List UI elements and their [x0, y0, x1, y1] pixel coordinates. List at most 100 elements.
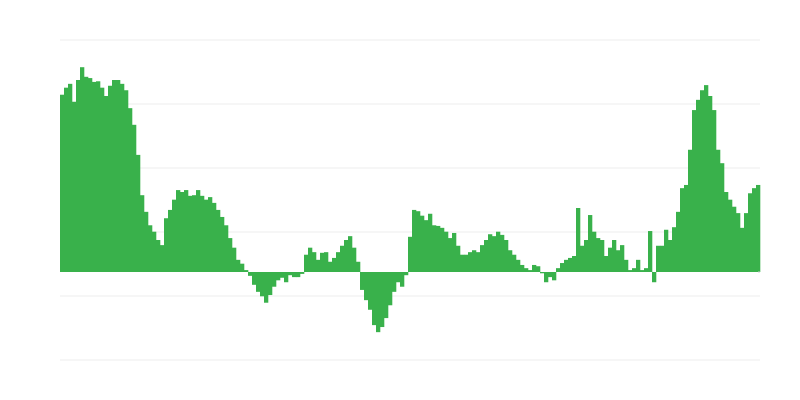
bar-69 — [336, 252, 341, 272]
bar-146 — [644, 268, 649, 272]
bar-93 — [432, 225, 437, 272]
bar-59 — [296, 272, 301, 278]
bar-37 — [208, 197, 213, 272]
bar-14 — [116, 80, 121, 272]
bar-77 — [368, 272, 373, 310]
bar-127 — [568, 257, 573, 272]
bar-84 — [396, 272, 401, 283]
bar-133 — [592, 231, 597, 272]
bar-57 — [288, 272, 293, 276]
bar-116 — [524, 268, 529, 272]
bar-70 — [340, 245, 345, 272]
bar-51 — [264, 272, 269, 303]
bar-163 — [712, 110, 717, 272]
bar-10 — [100, 87, 105, 273]
bar-7 — [88, 78, 93, 272]
bar-117 — [528, 270, 533, 272]
bar-160 — [700, 90, 705, 273]
bar-169 — [736, 213, 741, 272]
bar-144 — [636, 259, 641, 272]
bar-89 — [416, 211, 421, 272]
bar-43 — [232, 247, 237, 272]
bar-21 — [144, 211, 149, 272]
bar-33 — [192, 195, 197, 272]
bar-81 — [384, 272, 389, 319]
bar-68 — [332, 257, 337, 272]
bar-170 — [740, 227, 745, 272]
bar-30 — [180, 192, 185, 272]
bar-94 — [436, 225, 441, 272]
bar-122 — [548, 272, 553, 278]
bar-27 — [168, 209, 173, 272]
bar-123 — [552, 272, 557, 281]
bar-66 — [324, 252, 329, 272]
bar-44 — [236, 259, 241, 272]
bar-165 — [720, 163, 725, 272]
bar-63 — [312, 252, 317, 272]
bar-36 — [204, 199, 209, 272]
bar-39 — [216, 209, 221, 272]
bar-2 — [68, 83, 73, 272]
bar-40 — [220, 216, 225, 272]
bar-130 — [580, 245, 585, 272]
bar-72 — [348, 236, 353, 272]
bar-12 — [108, 85, 113, 272]
bar-150 — [660, 245, 665, 272]
bar-79 — [376, 272, 381, 333]
bar-164 — [716, 149, 721, 272]
bar-129 — [576, 208, 581, 272]
bar-111 — [504, 240, 509, 272]
bar-74 — [356, 261, 361, 272]
bar-113 — [512, 254, 517, 272]
bar-167 — [728, 199, 733, 272]
bar-4 — [76, 80, 81, 272]
bar-73 — [352, 247, 357, 272]
bar-131 — [584, 240, 589, 272]
bar-105 — [480, 245, 485, 272]
bar-47 — [248, 272, 253, 276]
bar-148 — [652, 272, 657, 283]
bar-172 — [748, 193, 753, 272]
bar-173 — [752, 188, 757, 272]
bar-151 — [664, 229, 669, 272]
bar-103 — [472, 250, 477, 272]
bar-114 — [516, 259, 521, 272]
bar-104 — [476, 252, 481, 272]
bar-80 — [380, 272, 385, 328]
bar-166 — [724, 192, 729, 272]
bar-46 — [244, 270, 249, 272]
bar-134 — [596, 238, 601, 272]
bar-35 — [200, 195, 205, 272]
bar-126 — [564, 259, 569, 272]
bar-5 — [80, 67, 85, 272]
bar-23 — [152, 231, 157, 272]
bar-138 — [612, 240, 617, 272]
bar-174 — [756, 184, 761, 272]
bar-29 — [176, 190, 181, 272]
bar-158 — [692, 110, 697, 272]
bar-53 — [272, 272, 277, 287]
bar-45 — [240, 263, 245, 272]
bar-118 — [532, 264, 537, 272]
bar-100 — [460, 254, 465, 272]
bar-62 — [308, 247, 313, 272]
bar-124 — [556, 268, 561, 272]
bar-75 — [360, 272, 365, 290]
bar-106 — [484, 240, 489, 272]
bar-154 — [676, 211, 681, 272]
gridlines — [60, 39, 760, 361]
bar-58 — [292, 272, 297, 278]
bar-121 — [544, 272, 549, 283]
bar-162 — [708, 96, 713, 272]
bar-120 — [540, 272, 545, 274]
bar-90 — [420, 215, 425, 272]
bar-102 — [468, 252, 473, 272]
bar-3 — [72, 101, 77, 272]
bar-13 — [112, 80, 117, 272]
bar-109 — [496, 231, 501, 272]
bar-19 — [136, 154, 141, 272]
bar-161 — [704, 85, 709, 273]
bar-50 — [260, 272, 265, 297]
bar-1 — [64, 87, 69, 273]
